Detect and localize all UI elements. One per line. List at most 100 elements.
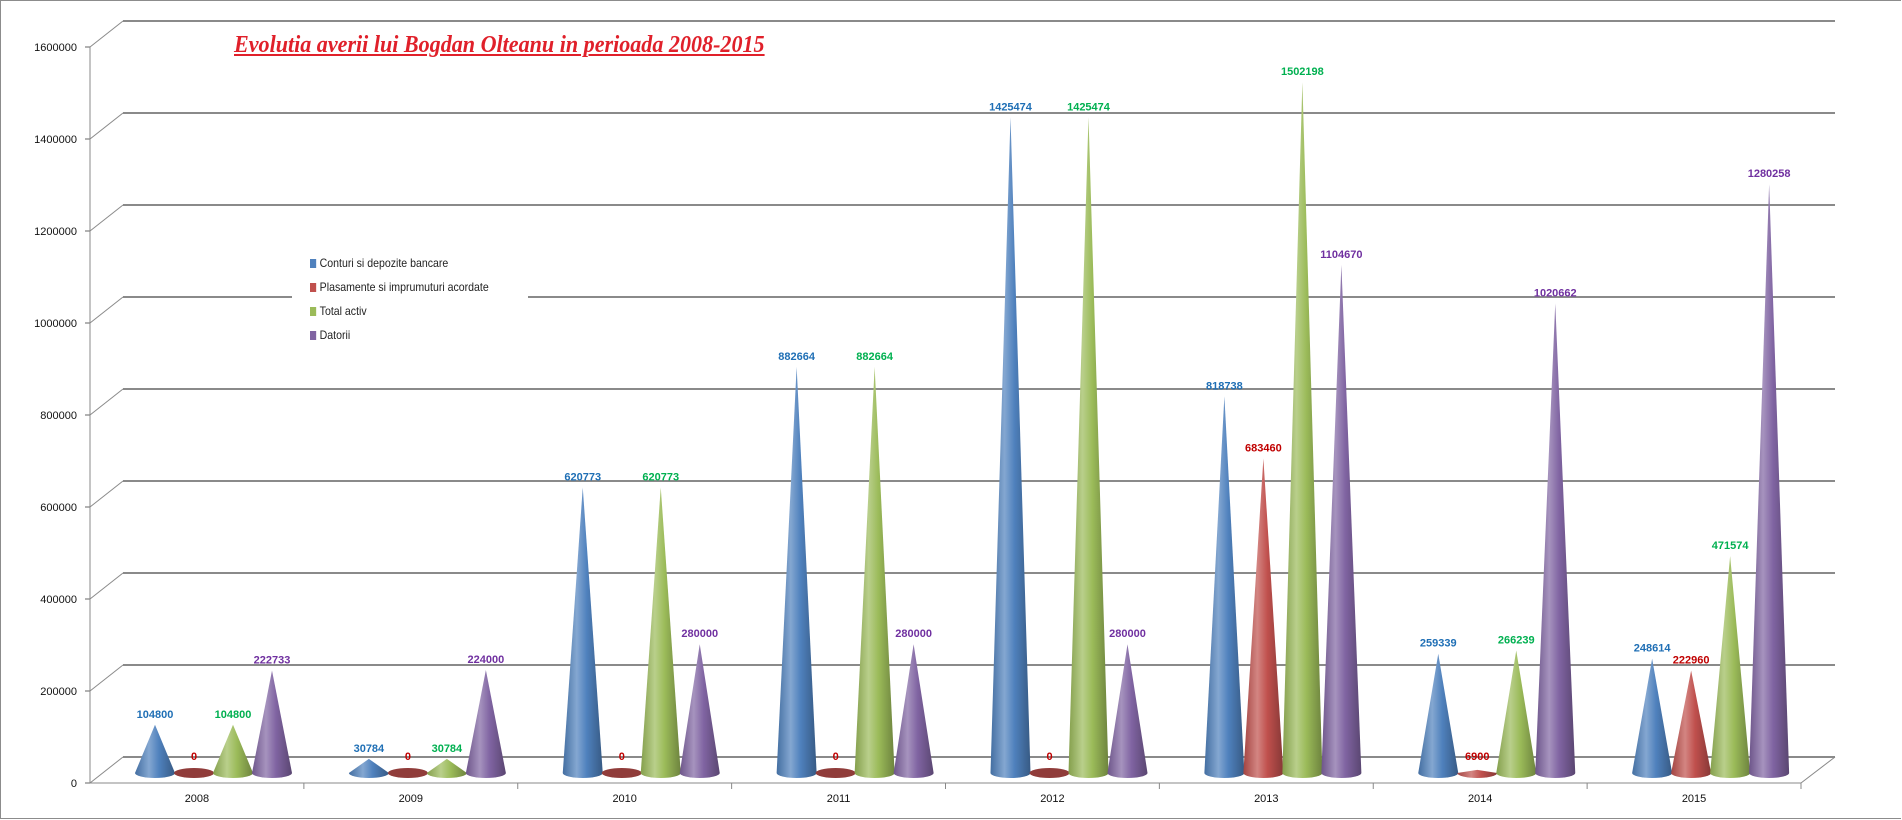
data-label: 222960 xyxy=(1673,654,1710,666)
legend-item: Total activ xyxy=(310,304,367,318)
cone xyxy=(1671,670,1712,778)
x-tick-label: 2011 xyxy=(827,793,851,805)
data-label: 0 xyxy=(405,751,411,763)
data-label: 0 xyxy=(619,751,625,763)
data-label: 0 xyxy=(1046,751,1052,763)
cone xyxy=(854,366,895,778)
data-label: 882664 xyxy=(856,351,894,363)
cone xyxy=(1418,653,1459,778)
y-tick-label: 1600000 xyxy=(34,42,77,54)
cone-base-flat xyxy=(1029,768,1070,778)
data-label: 280000 xyxy=(681,628,718,640)
data-label: 818738 xyxy=(1206,380,1243,392)
gridline-side xyxy=(89,388,124,416)
gridline-side xyxy=(89,572,124,600)
legend-label: Total activ xyxy=(319,304,367,318)
gridline-side xyxy=(89,756,124,784)
data-label: 0 xyxy=(191,751,197,763)
cone xyxy=(893,644,934,778)
chart-title: Evolutia averii lui Bogdan Olteanu in pe… xyxy=(234,32,765,58)
gridline-side xyxy=(89,20,124,48)
y-tick-label: 200000 xyxy=(40,686,77,698)
y-tick-label: 1200000 xyxy=(34,226,77,238)
gridline-side xyxy=(89,112,124,140)
legend-swatch xyxy=(310,331,317,340)
data-label: 104800 xyxy=(137,709,174,721)
legend-item: Plasamente si imprumuturi acordate xyxy=(310,280,489,294)
data-label: 471574 xyxy=(1712,540,1750,552)
legend-swatch xyxy=(310,259,317,268)
legend-item: Datorii xyxy=(310,328,350,342)
cone-base-flat xyxy=(174,768,214,778)
cone xyxy=(1243,458,1284,778)
data-label: 30784 xyxy=(432,743,463,755)
cone xyxy=(1107,644,1148,778)
y-tick-label: 1000000 xyxy=(34,318,77,330)
y-tick-label: 400000 xyxy=(40,594,77,606)
x-tick-label: 2014 xyxy=(1468,793,1492,805)
cone xyxy=(990,117,1031,778)
data-label: 1280258 xyxy=(1748,168,1791,180)
y-tick-label: 1400000 xyxy=(34,134,77,146)
x-tick-label: 2012 xyxy=(1040,793,1064,805)
legend-label: Conturi si depozite bancare xyxy=(319,256,449,270)
data-label: 683460 xyxy=(1245,443,1282,455)
data-label: 222733 xyxy=(254,655,291,667)
cone xyxy=(679,644,720,778)
x-tick-label: 2015 xyxy=(1682,793,1706,805)
data-label: 248614 xyxy=(1634,643,1672,655)
gridline-side xyxy=(89,480,124,508)
cone xyxy=(135,724,175,778)
cone xyxy=(640,487,681,778)
cone xyxy=(1496,650,1537,778)
data-label: 1425474 xyxy=(989,101,1033,113)
gridline-side xyxy=(89,204,124,232)
cone xyxy=(1710,556,1751,778)
cone xyxy=(1204,396,1245,778)
gridline-side xyxy=(89,296,124,324)
cone xyxy=(252,670,292,778)
data-label: 280000 xyxy=(895,628,932,640)
legend: Conturi si depozite bancare Plasamente s… xyxy=(292,246,528,346)
y-tick-label: 0 xyxy=(71,778,77,790)
cone-base-flat xyxy=(601,768,642,778)
data-label: 1502198 xyxy=(1281,66,1324,78)
data-label: 620773 xyxy=(642,471,679,483)
cone xyxy=(1535,303,1576,778)
data-label: 224000 xyxy=(468,654,505,666)
legend-label: Plasamente si imprumuturi acordate xyxy=(319,280,489,294)
cone xyxy=(465,669,506,778)
data-label: 0 xyxy=(833,751,839,763)
cone xyxy=(776,366,817,778)
legend-item: Conturi si depozite bancare xyxy=(310,256,448,270)
data-label: 259339 xyxy=(1420,638,1457,650)
x-tick-label: 2013 xyxy=(1254,793,1278,805)
cone xyxy=(1457,769,1498,778)
data-label: 1020662 xyxy=(1534,287,1577,299)
cone xyxy=(562,487,603,778)
legend-swatch xyxy=(310,307,317,316)
y-tick-label: 600000 xyxy=(40,502,77,514)
data-label: 882664 xyxy=(778,351,816,363)
x-tick-label: 2010 xyxy=(612,793,636,805)
cone-base-flat xyxy=(387,768,428,778)
x-tick-label: 2008 xyxy=(185,793,209,805)
legend-swatch xyxy=(310,283,317,292)
gridline-side xyxy=(89,664,124,692)
cone xyxy=(213,724,253,778)
data-label: 280000 xyxy=(1109,628,1146,640)
cone xyxy=(1282,81,1323,779)
data-label: 30784 xyxy=(354,743,385,755)
data-label: 6900 xyxy=(1465,751,1489,763)
data-label: 1104670 xyxy=(1320,249,1362,261)
cone xyxy=(1632,658,1673,778)
data-label: 1425474 xyxy=(1067,101,1111,113)
cone-base-flat xyxy=(815,768,856,778)
x-tick-label: 2009 xyxy=(399,793,423,805)
data-label: 266239 xyxy=(1498,635,1535,647)
cone xyxy=(1068,117,1109,778)
cone xyxy=(348,758,389,778)
legend-label: Datorii xyxy=(319,328,351,342)
